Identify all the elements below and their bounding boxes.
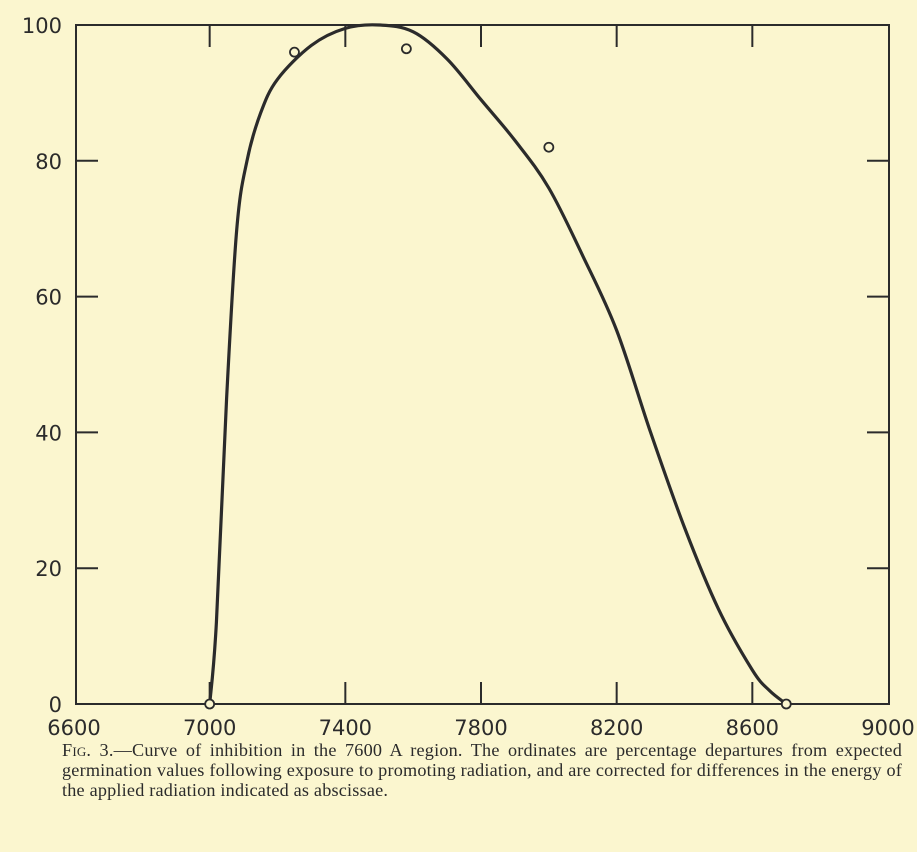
y-axis-tick-labels: 0 20 40 60 80 100	[22, 14, 62, 717]
y-axis-ticks	[76, 159, 889, 570]
y-tick-label: 60	[35, 286, 62, 310]
y-tick-label: 0	[49, 693, 62, 717]
caption-text: —Curve of inhibition in the 7600 A regio…	[62, 740, 903, 800]
x-tick-label: 7000	[183, 716, 236, 740]
inhibition-chart: 6600 7000 7400 7800 8200 8600 9000 0 20 40 60 80 10…	[22, 14, 915, 740]
x-tick-label: 6600	[47, 716, 100, 740]
y-tick-label: 20	[35, 557, 62, 581]
inhibition-curve	[208, 23, 788, 706]
y-tick-label: 40	[35, 421, 62, 445]
x-axis-tick-labels: 6600 7000 7400 7800 8200 8600 9000	[47, 716, 914, 740]
x-tick-label: 7800	[454, 716, 507, 740]
x-tick-label: 8200	[590, 716, 643, 740]
x-axis-ticks	[208, 25, 754, 704]
x-tick-label: 8600	[726, 716, 779, 740]
data-point	[543, 141, 555, 153]
x-tick-label: 7400	[319, 716, 372, 740]
figure-caption: Fig. 3.—Curve of inhibition in the 7600 …	[62, 740, 902, 800]
data-point	[289, 46, 300, 58]
data-point	[204, 698, 216, 710]
y-tick-label: 100	[22, 14, 62, 38]
y-tick-label: 80	[35, 150, 62, 174]
x-tick-label: 9000	[861, 716, 914, 740]
plot-frame	[75, 24, 890, 705]
caption-label: Fig. 3.	[62, 740, 114, 760]
data-point	[400, 43, 412, 55]
series-layer	[204, 23, 792, 710]
data-point	[780, 698, 792, 710]
